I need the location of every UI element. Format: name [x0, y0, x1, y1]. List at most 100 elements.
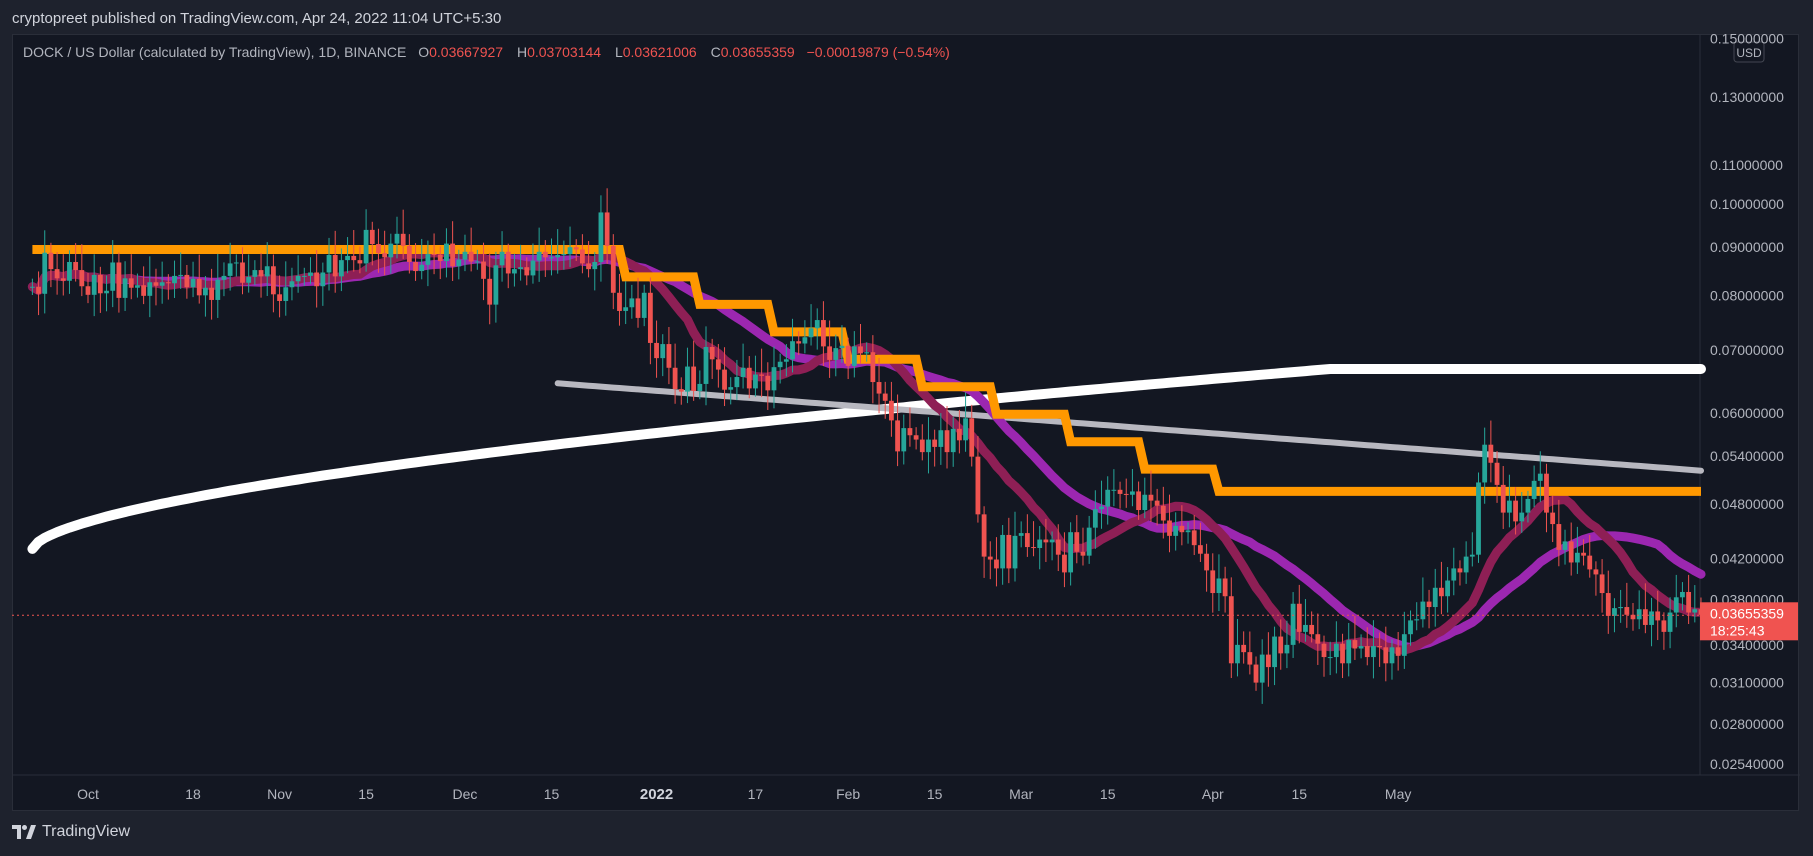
candle-down — [1309, 624, 1315, 635]
time-tick-label: 2022 — [640, 786, 673, 803]
candle-up — [474, 261, 480, 263]
candle-down — [994, 559, 999, 569]
candle-down — [1123, 493, 1129, 495]
symbol-legend: DOCK / US Dollar (calculated by TradingV… — [23, 44, 950, 60]
ma-100-line — [554, 380, 1704, 474]
candle-up — [1612, 608, 1617, 616]
top-bar: cryptopreet published on TradingView.com… — [0, 0, 1813, 34]
candle-up — [660, 344, 666, 359]
tradingview-logo[interactable]: TradingView — [12, 823, 130, 841]
time-tick-label: May — [1385, 786, 1411, 802]
candle-up — [1284, 644, 1290, 654]
candle-up — [833, 348, 839, 360]
candle-down — [406, 245, 412, 263]
candle-up — [456, 259, 462, 267]
candle-down — [258, 270, 264, 277]
candle-up — [326, 255, 332, 273]
candle-up — [190, 278, 196, 288]
symbol-info[interactable]: DOCK / US Dollar (calculated by TradingV… — [23, 44, 407, 60]
candle-up — [1235, 644, 1240, 664]
candle-down — [580, 249, 585, 264]
chart-pane[interactable] — [12, 34, 1799, 811]
candle-up — [363, 229, 369, 264]
currency-badge — [1733, 41, 1765, 63]
candle-up — [122, 278, 128, 298]
candle-up — [1519, 512, 1525, 522]
time-axis[interactable]: Oct 18 Nov 15 Dec 15 2022 17 Feb 15 Mar 15 Apr 15 May — [77, 786, 1411, 803]
candle-up — [1562, 541, 1568, 550]
candle-up — [295, 275, 301, 282]
candle-up — [1673, 597, 1679, 613]
candle-down — [1043, 539, 1049, 543]
candle-down — [858, 346, 863, 354]
candle-up — [1401, 634, 1407, 656]
candle-up — [777, 361, 783, 368]
candle-down — [357, 260, 363, 264]
candle-down — [1055, 539, 1061, 555]
candle-up — [91, 274, 97, 295]
candle-up — [1105, 489, 1111, 507]
time-tick-label: Oct — [77, 786, 99, 802]
candle-down — [678, 389, 684, 392]
candle-up — [233, 262, 239, 264]
time-tick-label: 15 — [358, 786, 374, 802]
candle-down — [666, 344, 672, 368]
candle-up — [567, 247, 573, 255]
candle-down — [821, 320, 826, 347]
candle-down — [73, 262, 79, 271]
candle-down — [975, 456, 981, 515]
candle-down — [97, 274, 103, 294]
candle-down — [400, 233, 406, 246]
candle-down — [450, 243, 456, 267]
candle-down — [1315, 634, 1321, 644]
candle-up — [227, 263, 233, 276]
candle-up — [1680, 591, 1685, 598]
candle-up — [1525, 498, 1531, 513]
price-tick-label: 0.10000000 — [1710, 196, 1784, 212]
candle-up — [950, 428, 956, 453]
low-label: L — [614, 44, 623, 60]
candle-down — [746, 367, 752, 389]
candle-down — [919, 439, 925, 453]
price-change: −0.00019879 (−0.54%) — [806, 44, 950, 60]
candle-down — [1655, 611, 1661, 621]
time-tick-label: 18 — [185, 786, 201, 802]
candle-up — [1099, 506, 1104, 510]
candlestick-series — [29, 188, 1704, 704]
candle-up — [215, 279, 221, 300]
candle-up — [104, 290, 109, 294]
candle-down — [796, 341, 802, 344]
candle-up — [1476, 482, 1481, 555]
candle-down — [1204, 553, 1209, 571]
candle-down — [1278, 636, 1284, 654]
candle-up — [320, 272, 326, 287]
candle-up — [42, 252, 48, 294]
candle-down — [1253, 664, 1259, 683]
candle-up — [802, 337, 808, 344]
candle-up — [938, 430, 944, 447]
candle-up — [1272, 636, 1277, 668]
candle-up — [388, 243, 394, 258]
candle-up — [394, 233, 400, 244]
candle-down — [468, 251, 474, 262]
candle-down — [376, 244, 381, 254]
price-tick-label: 0.02800000 — [1710, 716, 1784, 732]
candle-down — [827, 346, 832, 360]
candle-down — [1513, 500, 1518, 522]
candle-down — [116, 262, 122, 298]
candle-up — [864, 352, 870, 354]
candle-up — [1445, 580, 1450, 597]
candle-up — [629, 298, 635, 308]
candle-up — [1371, 646, 1376, 658]
candle-down — [913, 435, 919, 440]
candle-down — [845, 345, 851, 366]
candle-up — [1574, 552, 1580, 563]
candle-down — [128, 278, 134, 288]
candle-up — [1507, 500, 1512, 513]
candle-up — [790, 341, 795, 360]
candle-down — [184, 274, 190, 288]
last-price-tag — [1700, 602, 1798, 641]
candle-down — [1296, 603, 1302, 632]
